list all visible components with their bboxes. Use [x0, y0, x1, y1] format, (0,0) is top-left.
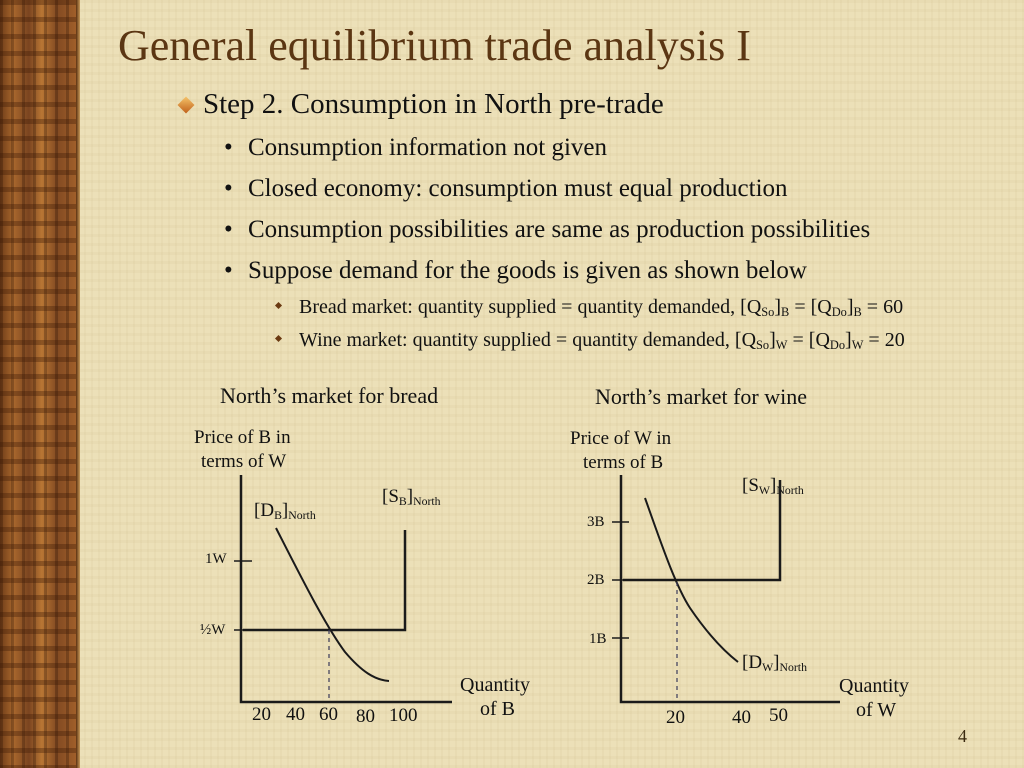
bread-chart-caption: North’s market for bread	[220, 383, 439, 408]
wine-xtick-40: 40	[732, 707, 751, 728]
bread-demand-curve	[275, 527, 390, 682]
bread-xlabel-line2: of B	[480, 698, 515, 720]
wine-axes	[619, 475, 840, 704]
bread-supply-curve	[243, 530, 407, 632]
bread-supply-label: [SB]North	[382, 486, 441, 508]
bread-ytick-1w: 1W	[205, 551, 227, 567]
bread-xtick-60: 60	[319, 704, 338, 725]
bread-ylabel-line1: Price of B in	[194, 427, 291, 448]
bread-demand-label: [DB]North	[254, 500, 316, 522]
decorative-wood-strip	[0, 0, 76, 768]
bread-xtick-100: 100	[389, 705, 418, 726]
step-heading: Step 2. Consumption in North pre-trade	[203, 88, 664, 120]
wine-demand-label: [DW]North	[742, 652, 807, 674]
page-number: 4	[958, 726, 967, 746]
slide-title: General equilibrium trade analysis I	[118, 21, 751, 70]
wine-xlabel-line2: of W	[856, 699, 897, 721]
bread-axes	[239, 475, 452, 704]
bread-ytick-half-w: ½W	[200, 622, 226, 638]
wine-xtick-20: 20	[666, 707, 685, 728]
bread-ylabel-line2: terms of W	[201, 451, 287, 472]
bullet-dot-icon: •	[224, 216, 233, 243]
sub-bullet-bread: Bread market: quantity supplied = quanti…	[299, 296, 904, 320]
wine-chart-caption: North’s market for wine	[595, 384, 807, 409]
bread-xtick-40: 40	[286, 704, 305, 725]
wine-supply-label: [SW]North	[742, 475, 804, 497]
sub-bullet-wine: Wine market: quantity supplied = quantit…	[299, 329, 905, 353]
wine-demand-curve	[644, 497, 739, 663]
bullet-1: Consumption information not given	[248, 134, 608, 161]
bullet-4: Suppose demand for the goods is given as…	[248, 257, 807, 284]
wine-ylabel-line2: terms of B	[583, 452, 664, 473]
bread-xlabel-line1: Quantity	[460, 674, 530, 696]
wine-xtick-50: 50	[769, 705, 788, 726]
bullet-2: Closed economy: consumption must equal p…	[248, 175, 788, 202]
bread-xtick-20: 20	[252, 704, 271, 725]
bullet-dot-icon: •	[224, 257, 233, 284]
wine-ytick-2b: 2B	[587, 572, 605, 588]
bullet-3: Consumption possibilities are same as pr…	[248, 216, 871, 243]
wine-xlabel-line1: Quantity	[839, 675, 909, 697]
strip-edge	[76, 0, 80, 768]
bullet-dot-icon: •	[224, 134, 233, 161]
bread-xtick-80: 80	[356, 706, 375, 727]
wine-ytick-3b: 3B	[587, 514, 605, 530]
bullet-dot-icon: •	[224, 175, 233, 202]
wine-ytick-1b: 1B	[589, 631, 607, 647]
wine-ylabel-line1: Price of W in	[570, 428, 672, 449]
wine-supply-curve	[623, 480, 782, 582]
